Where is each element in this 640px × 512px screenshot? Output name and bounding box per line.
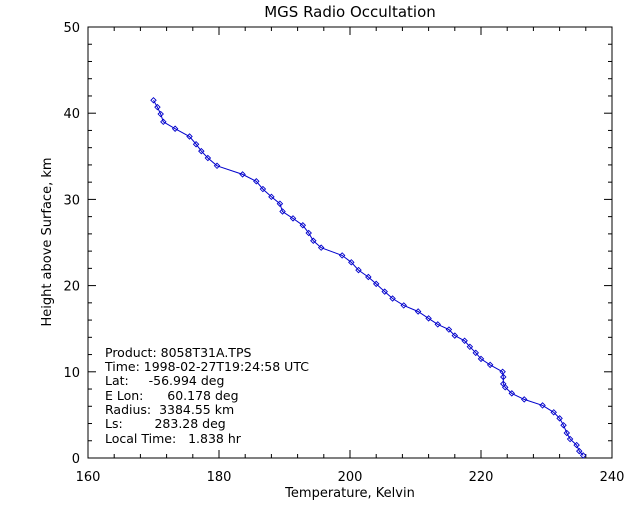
x-tick-label: 200 — [338, 470, 363, 485]
data-point — [461, 337, 468, 345]
data-point — [276, 200, 284, 207]
y-tick-label: 20 — [63, 280, 80, 295]
data-point — [150, 97, 157, 104]
y-axis-ticks: 0 10 20 30 40 50 — [63, 21, 612, 467]
data-point — [186, 133, 193, 140]
data-point — [556, 415, 563, 422]
data-point — [389, 295, 396, 302]
info-time: Time: 1998-02-27T19:24:58 UTC — [104, 359, 309, 374]
info-local-time: Local Time: 1.838 hr — [105, 431, 242, 446]
data-point — [305, 229, 312, 237]
y-tick-label: 0 — [72, 452, 80, 467]
y-tick-label: 50 — [63, 21, 80, 36]
data-point — [486, 361, 494, 369]
data-point — [365, 273, 372, 281]
data-point — [501, 384, 509, 391]
data-point — [451, 332, 459, 339]
info-radius: Radius: 3384.55 km — [105, 402, 234, 417]
data-point — [154, 103, 161, 111]
data-point — [414, 308, 422, 315]
data-point — [381, 288, 388, 295]
x-axis-ticks: 160 180 200 220 240 — [76, 27, 625, 485]
data-point — [425, 315, 432, 322]
data-point — [157, 110, 164, 118]
data-point — [259, 185, 267, 193]
data-point — [520, 396, 528, 403]
data-point — [445, 326, 453, 333]
data-point — [289, 215, 297, 222]
y-tick-label: 10 — [63, 366, 80, 381]
data-point — [477, 355, 485, 363]
data-point — [338, 252, 346, 259]
data-point — [239, 171, 246, 178]
data-point — [563, 429, 571, 437]
data-point — [539, 402, 546, 409]
data-point — [372, 280, 380, 288]
x-tick-label: 240 — [600, 470, 625, 485]
series-temperature-profile — [150, 97, 587, 459]
data-point — [508, 390, 516, 397]
data-point — [500, 373, 507, 381]
info-ls: Ls: 283.28 deg — [105, 416, 226, 431]
data-point — [355, 266, 362, 274]
data-point — [348, 259, 355, 266]
x-tick-label: 180 — [207, 470, 232, 485]
data-point — [213, 162, 221, 170]
data-point — [566, 435, 574, 443]
y-tick-label: 30 — [63, 193, 80, 208]
info-product: Product: 8058T31A.TPS — [105, 345, 251, 360]
data-point — [317, 244, 325, 251]
chart-title: MGS Radio Occultation — [264, 3, 436, 21]
data-point — [560, 422, 567, 429]
x-tick-label: 220 — [469, 470, 494, 485]
data-point — [204, 154, 212, 162]
data-point — [434, 321, 442, 328]
data-point — [400, 302, 407, 309]
info-annotation: Product: 8058T31A.TPS Time: 1998-02-27T1… — [104, 345, 309, 446]
data-point — [160, 118, 167, 126]
info-elon: E Lon: 60.178 deg — [105, 388, 239, 403]
data-point — [576, 447, 583, 455]
data-point — [573, 441, 580, 449]
info-lat: Lat: -56.994 deg — [105, 373, 224, 388]
data-point — [268, 193, 275, 201]
data-point — [198, 147, 205, 155]
data-point — [171, 125, 179, 132]
data-point — [253, 178, 260, 185]
data-point — [279, 208, 286, 215]
data-point — [579, 452, 587, 459]
data-point — [192, 140, 200, 148]
data-point — [472, 349, 479, 357]
data-point — [466, 343, 474, 351]
x-axis-label: Temperature, Kelvin — [284, 486, 415, 501]
data-point — [550, 409, 557, 416]
y-axis-label: Height above Surface, km — [40, 157, 55, 326]
y-tick-label: 40 — [63, 107, 80, 122]
data-point — [299, 222, 307, 229]
x-tick-label: 160 — [76, 470, 101, 485]
data-point — [310, 237, 317, 245]
